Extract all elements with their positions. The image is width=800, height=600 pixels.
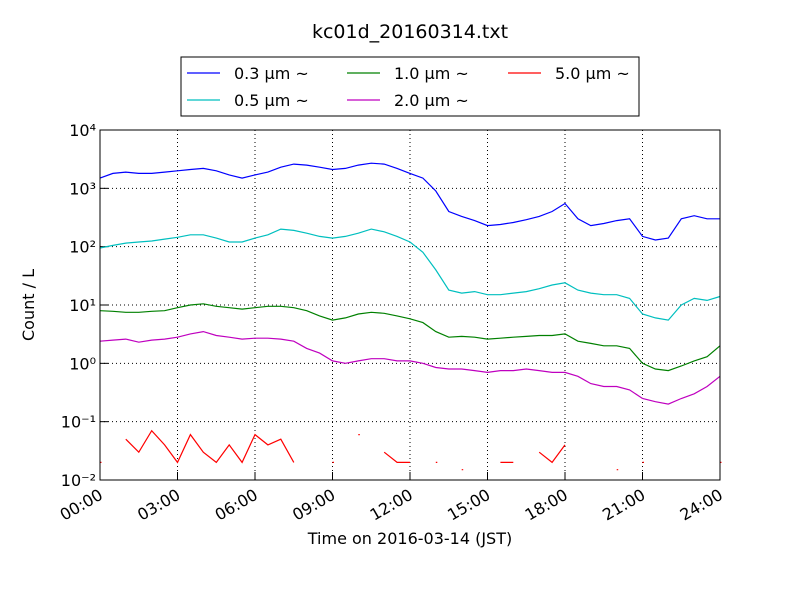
x-tick-label: 03:00: [134, 485, 183, 525]
plot-frame: [99, 129, 721, 481]
y-tick-label: 10³: [69, 179, 96, 198]
x-tick-label: 24:00: [677, 485, 726, 525]
x-tick-label: 00:00: [57, 485, 106, 525]
y-tick-label: 10⁴: [69, 121, 96, 140]
series-line: [99, 303, 721, 372]
y-tick-label: 10⁻¹: [61, 413, 96, 432]
legend-label: 0.5 μm ~: [234, 91, 309, 110]
x-tick-label: 09:00: [289, 485, 338, 525]
x-tick-label: 12:00: [367, 485, 416, 525]
series-line: [99, 228, 721, 321]
chart-title: kc01d_20160314.txt: [312, 21, 508, 43]
x-tick-label: 15:00: [444, 485, 493, 525]
legend-label: 2.0 μm ~: [394, 91, 469, 110]
series-line: [99, 162, 720, 241]
series-line: [100, 429, 722, 471]
legend: [180, 56, 640, 117]
legend-label: 0.3 μm ~: [234, 64, 309, 83]
x-axis-label: Time on 2016-03-14 (JST): [307, 529, 512, 548]
y-axis-label: Count / L: [19, 269, 38, 341]
x-tick-label: 06:00: [212, 485, 261, 525]
y-tick-label: 10²: [69, 238, 96, 257]
x-tick-label: 18:00: [522, 485, 571, 525]
y-tick-label: 10⁻²: [61, 471, 96, 490]
legend-label: 5.0 μm ~: [555, 64, 630, 83]
x-tick-label: 21:00: [599, 485, 648, 525]
y-tick-label: 10¹: [69, 296, 96, 315]
y-tick-label: 10⁰: [69, 354, 96, 373]
series-line: [99, 330, 721, 405]
legend-label: 1.0 μm ~: [394, 64, 469, 83]
